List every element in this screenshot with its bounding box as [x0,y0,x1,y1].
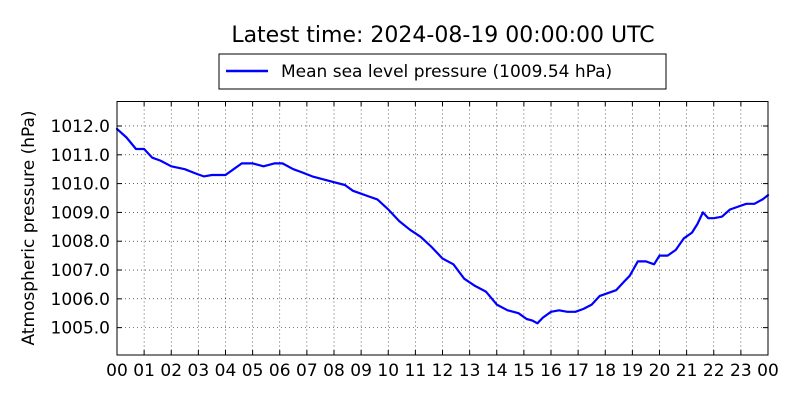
tick-marks [116,101,769,355]
x-tick-label: 11 [405,361,427,381]
x-tick-label: 08 [323,361,345,381]
y-tick-label: 1012.0 [51,117,110,137]
legend-box [218,53,667,90]
x-tick-label: 12 [432,361,454,381]
legend: Mean sea level pressure (1009.54 hPa) [218,53,667,90]
x-tick-label: 01 [133,361,155,381]
series-line-pressure [115,127,770,325]
x-tick-label: 06 [269,361,291,381]
y-axis-tick-labels: 1005.0 1006.0 1007.0 1008.0 1009.0 1010.0 1011… [51,117,110,339]
x-tick-label: 14 [486,361,508,381]
series-layer [115,127,770,325]
x-tick-label: 00 [106,361,128,381]
legend-entry-label: Mean sea level pressure (1009.54 hPa) [281,62,612,82]
y-tick-label: 1009.0 [51,203,110,223]
x-tick-label: 10 [377,361,399,381]
x-tick-label: 05 [242,361,264,381]
x-tick-label: 17 [567,361,589,381]
x-tick-label: 03 [188,361,210,381]
y-tick-label: 1006.0 [51,290,110,310]
x-tick-label: 20 [649,361,671,381]
y-tick-label: 1005.0 [51,319,110,339]
x-tick-label: 07 [296,361,318,381]
x-tick-label: 19 [622,361,644,381]
x-tick-label: 18 [594,361,616,381]
x-tick-label: 21 [676,361,698,381]
x-tick-label: 16 [540,361,562,381]
grid-lines [117,101,768,355]
x-tick-label: 00 [757,361,779,381]
x-tick-label: 09 [350,361,372,381]
plot-frame [116,101,769,356]
y-tick-label: 1010.0 [51,175,110,195]
x-tick-label: 22 [703,361,725,381]
x-tick-label: 13 [459,361,481,381]
chart-title: Latest time: 2024-08-19 00:00:00 UTC [231,23,654,48]
x-tick-label: 15 [513,361,535,381]
x-tick-label: 23 [730,361,752,381]
y-tick-label: 1008.0 [51,232,110,252]
x-tick-label: 04 [215,361,237,381]
y-axis-label: Atmospheric pressure (hPa) [19,110,39,345]
y-tick-label: 1007.0 [51,261,110,281]
x-tick-label: 02 [160,361,182,381]
y-tick-label: 1011.0 [51,146,110,166]
x-axis-tick-labels: 00 01 02 03 04 05 06 07 08 09 10 11 12 13 14 15 16 17 18 19… [106,361,779,381]
